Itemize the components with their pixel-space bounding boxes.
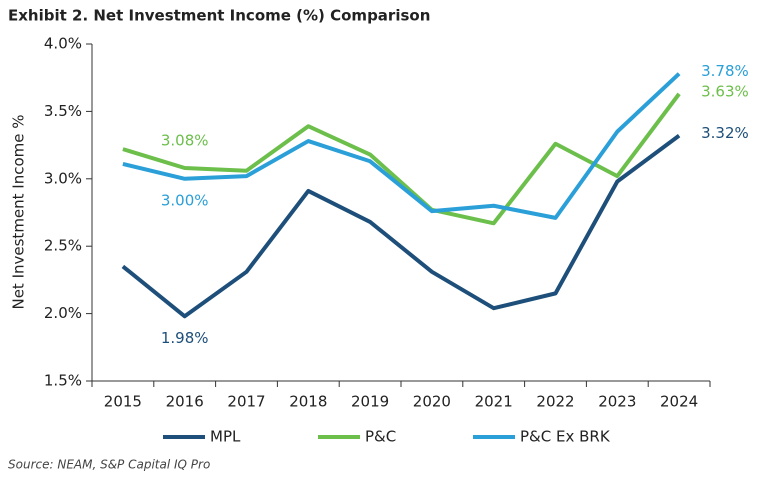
- x-tick-label: 2021: [475, 393, 513, 411]
- data-label: 3.78%: [701, 62, 749, 80]
- data-label: 3.32%: [701, 124, 749, 142]
- data-label: 3.63%: [701, 82, 749, 100]
- source: Source: NEAM, S&P Capital IQ Pro: [8, 458, 210, 472]
- x-tick-label: 2024: [660, 393, 698, 411]
- x-tick-label: 2015: [104, 393, 142, 411]
- x-tick-label: 2023: [598, 393, 636, 411]
- series-line: [122, 72, 681, 220]
- chart-title: Exhibit 2. Net Investment Income (%) Com…: [8, 7, 430, 25]
- x-tick-label: 2017: [227, 393, 265, 411]
- series-line: [122, 92, 681, 226]
- data-label: 1.98%: [161, 329, 209, 347]
- y-tick-label: 3.0%: [44, 169, 82, 187]
- x-tick-label: 2019: [351, 393, 389, 411]
- y-axis-title: Net Investment Income %: [10, 114, 28, 309]
- y-tick-label: 4.0%: [44, 35, 82, 53]
- y-tick-label: 2.5%: [44, 237, 82, 255]
- y-tick-label: 1.5%: [44, 372, 82, 390]
- legend-label: P&C: [365, 428, 396, 446]
- x-tick-label: 2016: [166, 393, 204, 411]
- y-tick-label: 3.5%: [44, 102, 82, 120]
- x-tick-label: 2022: [536, 393, 574, 411]
- data-label: 3.00%: [161, 191, 209, 209]
- x-tick-label: 2018: [289, 393, 327, 411]
- legend-label: MPL: [210, 428, 241, 446]
- y-tick-label: 2.0%: [44, 304, 82, 322]
- data-label: 3.08%: [161, 132, 209, 150]
- x-tick-label: 2020: [413, 393, 451, 411]
- legend-label: P&C Ex BRK: [520, 428, 611, 446]
- series-line: [121, 134, 681, 319]
